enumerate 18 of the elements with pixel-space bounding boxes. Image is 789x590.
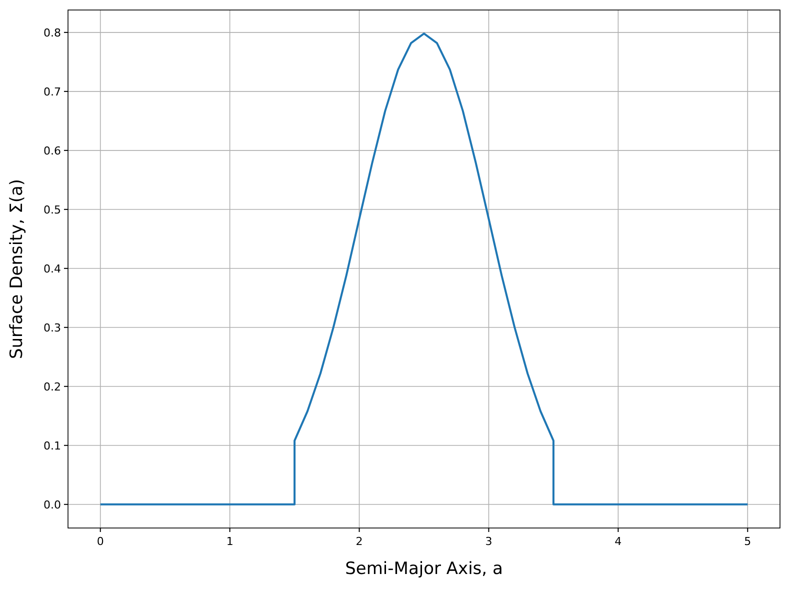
x-tick-label: 3 — [485, 535, 492, 548]
x-tick-label: 5 — [744, 535, 752, 548]
x-tick-label: 4 — [614, 535, 622, 548]
x-tick-label: 0 — [96, 535, 104, 548]
y-tick-label: 0.5 — [44, 203, 61, 216]
y-tick-label: 0.7 — [44, 85, 61, 98]
y-axis-title: Surface Density, Σ(a) — [7, 178, 27, 360]
y-tick-label: 0.4 — [44, 262, 61, 276]
y-tick-label: 0.1 — [44, 439, 61, 452]
line-series — [99, 32, 749, 506]
y-tick-label: 0.6 — [44, 144, 61, 158]
y-tick-label: 0.8 — [44, 26, 61, 40]
x-axis-title: Semi-Major Axis, a — [345, 559, 503, 579]
x-tick-label: 2 — [356, 535, 363, 548]
y-tick-label: 0.0 — [44, 498, 61, 512]
x-tick-label: 1 — [226, 535, 234, 548]
y-tick-label: 0.2 — [44, 380, 61, 394]
y-tick-label: 0.3 — [44, 321, 61, 334]
